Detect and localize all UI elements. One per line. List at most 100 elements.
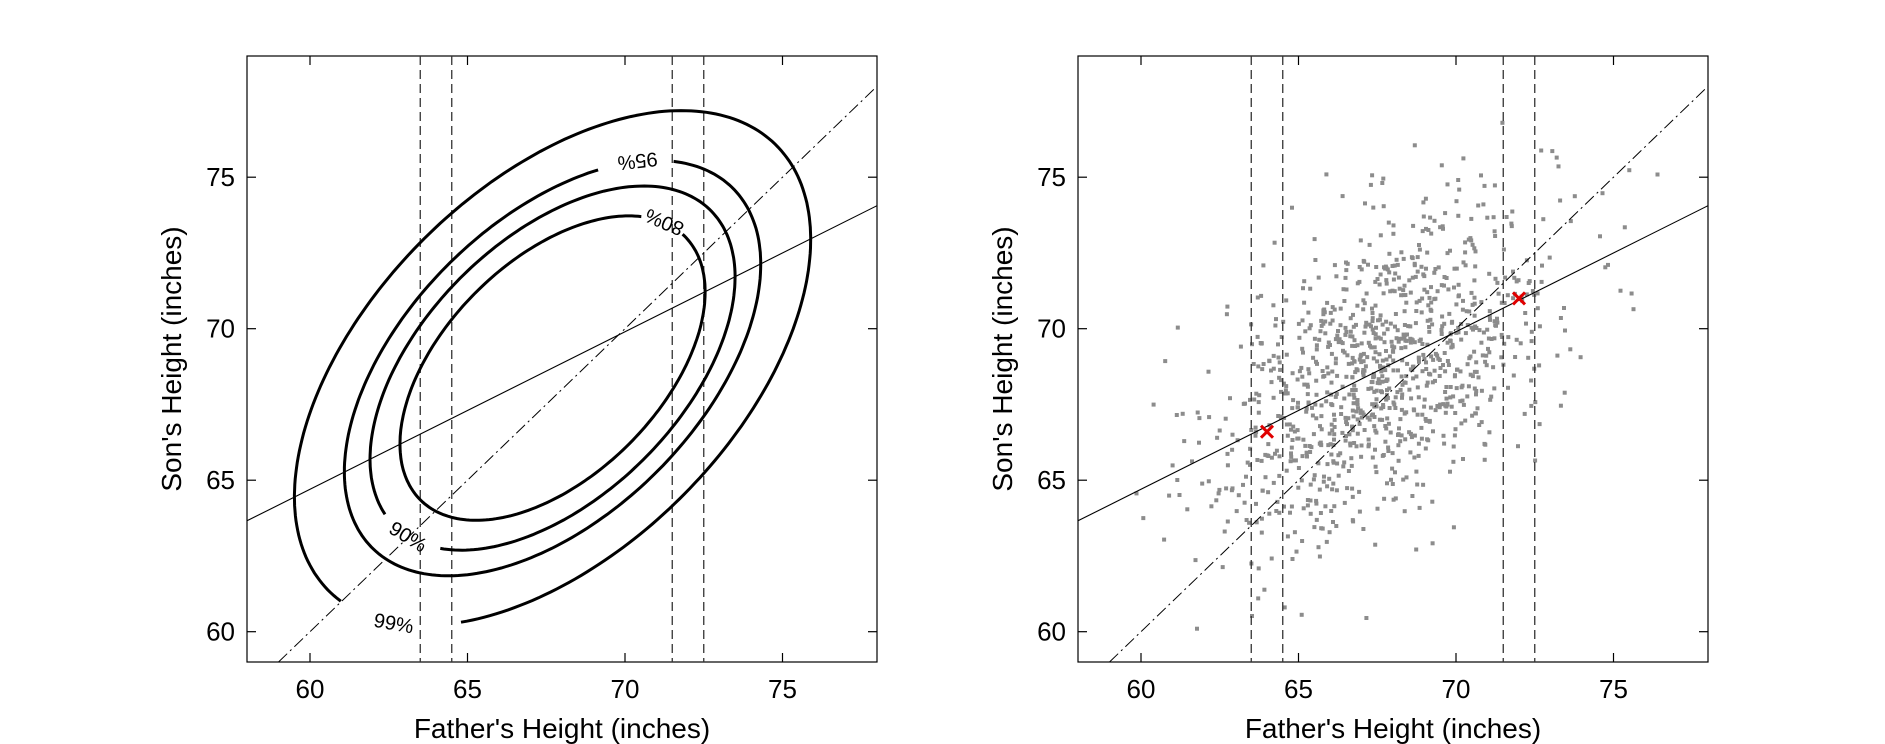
scatter-point [1361,298,1366,303]
x-tick-label: 70 [611,674,640,704]
scatter-point [1484,363,1489,368]
scatter-point [1326,443,1331,448]
scatter-point [1290,438,1295,442]
scatter-point [1332,504,1337,509]
scatter-point [1474,389,1479,393]
scatter-point [1331,520,1335,524]
scatter-point [1511,373,1516,378]
scatter-point [1305,498,1310,502]
scatter-point [1289,445,1294,450]
scatter-point [1359,360,1364,365]
scatter-point [1325,300,1330,305]
scatter-point [1444,276,1449,280]
scatter-point [1397,286,1402,291]
scatter-point [1225,304,1230,309]
scatter-point [1500,335,1505,339]
scatter-point [1292,458,1297,463]
scatter-point [1316,461,1321,466]
scatter-point [1470,242,1475,247]
scatter-point [1373,542,1378,547]
scatter-point [1332,432,1337,437]
scatter-point [1296,321,1301,326]
scatter-point [1369,324,1373,329]
scatter-point [1316,545,1321,550]
scatter-point [1402,323,1407,327]
scatter-point [1487,309,1492,314]
scatter-point [1408,431,1413,436]
scatter-point [1562,306,1566,310]
scatter-point [1385,377,1390,382]
scatter-point [1341,287,1346,292]
scatter-point [1350,343,1355,348]
scatter-point [1516,444,1520,449]
scatter-point [1342,299,1347,303]
scatter-point [1279,378,1284,383]
scatter-point [1427,295,1432,300]
scatter-point [1453,427,1458,432]
scatter-point [1345,486,1350,491]
scatter-point [1523,311,1528,315]
scatter-point [1492,183,1497,188]
scatter-point [1274,317,1278,322]
scatter-point [1420,229,1425,234]
scatter-point [1381,176,1386,181]
scatter-point [1424,367,1429,371]
scatter-point [1371,372,1376,377]
scatter-point [1450,319,1455,324]
scatter-point [1384,357,1389,362]
scatter-point [1408,324,1413,329]
scatter-point [1423,196,1428,201]
scatter-point [1485,327,1490,332]
scatter-point [1260,367,1265,372]
scatter-point [1456,178,1461,182]
scatter-point [1484,353,1489,358]
scatter-point [1429,285,1433,290]
scatter-point [1297,335,1302,340]
scatter-point [1314,501,1319,506]
scatter-point [1416,395,1421,400]
scatter-point [1314,343,1319,348]
scatter-point [1502,341,1507,346]
scatter-point [1333,394,1338,399]
scatter-point [1483,359,1488,364]
scatter-point [1422,404,1427,409]
scatter-point [1385,327,1390,332]
scatter-point [1383,424,1388,428]
scatter-point [1215,435,1220,440]
scatter-point [1312,473,1317,478]
scatter-point [1473,411,1478,416]
scatter-point [1558,403,1563,408]
scatter-point [1439,332,1444,336]
scatter-point [1333,337,1338,342]
scatter-point [1364,320,1369,325]
scatter-point [1372,389,1377,394]
scatter-point [1423,446,1428,451]
scatter-point [1461,402,1466,407]
scatter-point [1386,445,1391,450]
scatter-point [1296,466,1301,470]
scatter-point [1451,525,1456,530]
conditional-mean-marker [1511,291,1527,306]
scatter-point [1454,386,1459,391]
scatter-point [1342,350,1347,355]
scatter-point [1271,480,1276,485]
scatter-point [1250,342,1254,347]
scatter-point [1399,250,1404,255]
scatter-point [1401,477,1406,482]
scatter-point [1438,402,1443,407]
scatter-point [1290,406,1295,411]
scatter-point [1352,441,1357,445]
scatter-point [1438,366,1443,370]
scatter-point [1328,321,1333,326]
scatter-point [1568,347,1573,352]
scatter-point [1395,328,1400,333]
scatter-point [1537,324,1542,329]
y-axis-label: Son's Height (inches) [987,226,1018,491]
scatter-point [1414,469,1419,474]
scatter-point [1403,338,1408,343]
scatter-point [1419,264,1424,269]
scatter-point [1424,383,1429,388]
scatter-point [1421,482,1426,487]
scatter-point [1439,328,1444,332]
scatter-point [1333,356,1338,361]
